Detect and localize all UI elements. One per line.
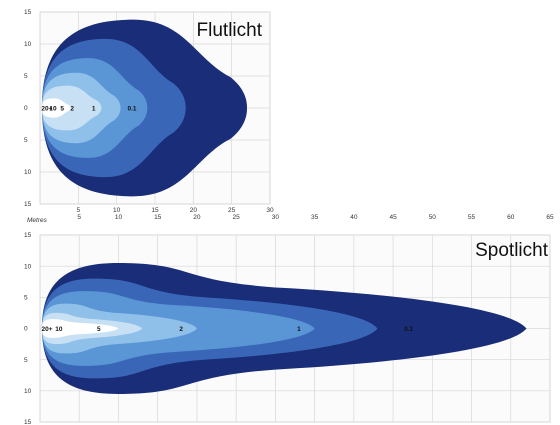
zone-label: 20+: [41, 106, 52, 113]
y-tick-label: 5: [24, 357, 28, 364]
x-tick-label: 25: [228, 207, 236, 214]
x-tick-label: 15: [151, 207, 159, 214]
zone-label: 1: [92, 106, 96, 113]
y-tick-label: 0: [24, 105, 28, 112]
y-tick-label: 15: [24, 201, 32, 208]
zone-1: [42, 85, 102, 131]
zone-label: 5: [60, 106, 64, 113]
zone-label: 2: [179, 326, 183, 333]
x-tick-label: 5: [77, 207, 81, 214]
x-tick-label: 45: [389, 214, 397, 221]
x-tick-label: 35: [311, 214, 319, 221]
x-tick-label: 30: [272, 214, 280, 221]
y-tick-label: 0: [24, 326, 28, 333]
zone-label: 0.1: [404, 326, 413, 333]
x-tick-label: 10: [113, 207, 121, 214]
x-tick-label: 15: [154, 214, 162, 221]
zone-label: 10: [55, 326, 63, 333]
x-axis-unit-label: Metres: [27, 217, 48, 224]
zone-0: [42, 98, 71, 118]
y-tick-label: 5: [24, 137, 28, 144]
x-tick-label: 40: [350, 214, 358, 221]
y-tick-label: 10: [24, 41, 32, 48]
x-tick-label: 20: [193, 214, 201, 221]
x-tick-label: 55: [468, 214, 476, 221]
zone-label: 2: [70, 106, 74, 113]
zone-0: [42, 319, 119, 338]
x-tick-label: 65: [546, 214, 554, 221]
y-tick-label: 10: [24, 169, 32, 176]
zone-label: 20+: [42, 326, 53, 333]
y-tick-label: 15: [24, 232, 32, 239]
x-tick-label: 30: [266, 207, 274, 214]
chart-title: Flutlicht: [197, 20, 263, 41]
zone-label: 5: [97, 326, 101, 333]
chart-title: Spotlicht: [475, 240, 549, 261]
x-tick-label: 25: [233, 214, 241, 221]
y-tick-label: 5: [24, 73, 28, 80]
y-tick-label: 10: [24, 388, 32, 395]
x-tick-label: 50: [429, 214, 437, 221]
y-tick-label: 15: [24, 9, 32, 16]
x-tick-label: 20: [190, 207, 198, 214]
x-tick-label: 10: [115, 214, 123, 221]
y-tick-label: 5: [24, 295, 28, 302]
zone-label: 1: [297, 326, 301, 333]
y-tick-label: 15: [24, 419, 32, 425]
x-tick-label: 5: [77, 214, 81, 221]
x-tick-label: 60: [507, 214, 515, 221]
zone-label: 0.1: [127, 106, 136, 113]
zone-label: 10: [49, 106, 57, 113]
y-tick-label: 10: [24, 263, 32, 270]
